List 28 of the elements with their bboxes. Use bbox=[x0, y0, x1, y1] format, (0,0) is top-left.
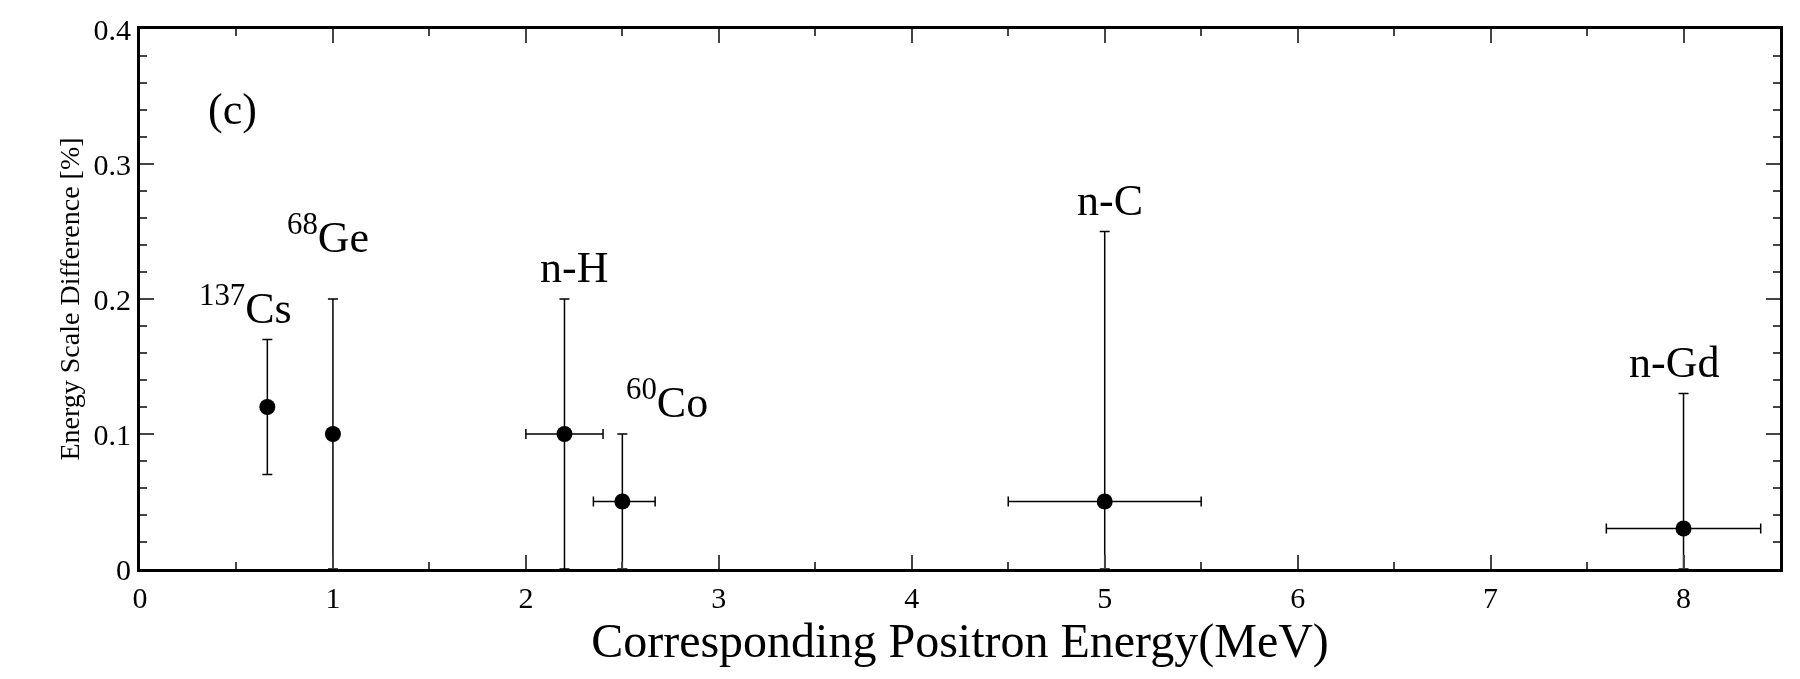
annotation: n-H bbox=[540, 243, 609, 292]
x-tick-label: 7 bbox=[1483, 581, 1499, 614]
x-tick-label: 2 bbox=[518, 581, 534, 614]
annotation: n-Gd bbox=[1629, 338, 1720, 387]
y-tick-label: 0.3 bbox=[93, 147, 131, 181]
y-tick-label: 0.2 bbox=[93, 282, 131, 316]
point bbox=[556, 426, 573, 442]
point bbox=[614, 493, 631, 510]
annotation: $^{60}$Co bbox=[626, 372, 709, 428]
point bbox=[324, 426, 341, 442]
y-tick-label: 0.1 bbox=[93, 417, 131, 451]
x-tick-label: 5 bbox=[1097, 581, 1113, 614]
y-axis-title: Energy Scale Difference [%] bbox=[54, 137, 86, 461]
x-axis-title: Corresponding Positron Energy(MeV) bbox=[591, 614, 1329, 668]
y-tick-label: 0 bbox=[116, 552, 131, 586]
x-tick-label: 3 bbox=[711, 581, 727, 614]
annotation: $^{137}$Cs bbox=[199, 278, 292, 334]
annotation: $^{68}$Ge bbox=[287, 207, 370, 263]
x-tick-label: 8 bbox=[1676, 581, 1692, 614]
annotation: (c) bbox=[208, 85, 257, 134]
x-tick-label: 4 bbox=[904, 581, 920, 614]
x-tick-label: 1 bbox=[325, 581, 341, 614]
y-tick-label: 0.4 bbox=[93, 12, 131, 46]
point bbox=[1096, 493, 1113, 510]
annotation: n-C bbox=[1077, 176, 1143, 225]
point bbox=[259, 399, 276, 415]
x-tick-label: 6 bbox=[1290, 581, 1306, 614]
point bbox=[1675, 520, 1692, 537]
